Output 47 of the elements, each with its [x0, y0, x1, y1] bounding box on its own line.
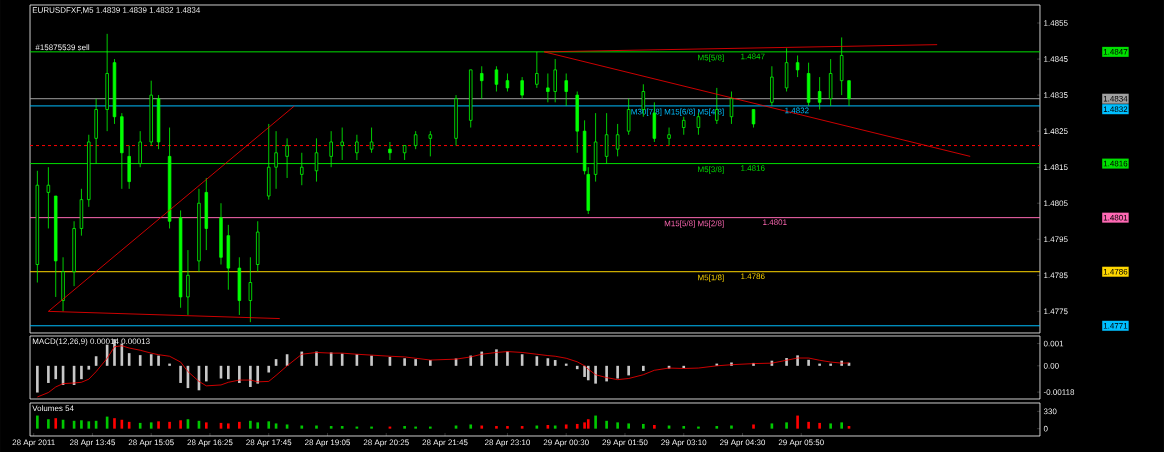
- x-tick-label: 28 Apr 15:05: [128, 439, 174, 447]
- x-tick-label: 29 Apr 04:30: [720, 439, 766, 447]
- y-tick-label: 330: [1043, 408, 1057, 415]
- ref-line-label: M5[5/8]: [698, 54, 724, 63]
- y-tick-label: 1.4815: [1044, 164, 1068, 171]
- y-tick-label: 1.4795: [1044, 236, 1068, 243]
- x-tick-label: 28 Apr 23:10: [484, 439, 531, 447]
- x-tick-label: 28 Apr 2011: [12, 439, 55, 447]
- chart-title: EURUSDFXF,M5 1.4839 1.4839 1.4832 1.4834: [32, 7, 201, 14]
- x-tick-label: 28 Apr 21:45: [422, 439, 468, 447]
- x-tick-label: 28 Apr 13:45: [69, 439, 116, 447]
- y-tick-label: 1.4855: [1044, 20, 1068, 26]
- text: 1.4816: [1103, 160, 1128, 167]
- y-tick-label: 1.4845: [1044, 56, 1068, 62]
- chart-title: Volumes 54: [32, 405, 74, 412]
- annotation: 1.4832: [785, 107, 809, 114]
- y-tick-label: 1.4835: [1044, 92, 1068, 98]
- x-tick-label: 29 Apr 00:30: [543, 439, 589, 447]
- text: 1.4771: [1103, 323, 1128, 329]
- text: 1.4801: [1103, 214, 1128, 221]
- y-tick-label: 1.4805: [1044, 200, 1068, 207]
- x-tick-label: 28 Apr 16:25: [187, 439, 233, 447]
- y-tick-label: -0.00118: [1043, 389, 1075, 395]
- y-tick-label: 0.00: [1043, 362, 1059, 369]
- annotation: 1.4816: [741, 165, 765, 171]
- y-tick-label: 1.4785: [1044, 272, 1068, 279]
- annotation: 1.4786: [741, 273, 765, 280]
- x-tick-label: 29 Apr 05:50: [778, 439, 824, 447]
- x-tick-label: 28 Apr 20:25: [363, 439, 409, 447]
- annotation: 1.4847: [741, 53, 765, 60]
- annotation: 1.4801: [763, 219, 787, 226]
- y-tick-label: 1.4825: [1044, 128, 1068, 134]
- x-tick-label: 28 Apr 17:45: [246, 439, 292, 447]
- ref-line-label: M5[3/8]: [698, 166, 724, 174]
- y-tick-label: 0: [1043, 425, 1048, 432]
- text: 1.4832: [1103, 106, 1128, 113]
- text: 1.4847: [1103, 49, 1128, 55]
- x-tick-label: 29 Apr 03:10: [661, 439, 707, 447]
- ref-line-label: M15[5/8] M5[2/8]: [664, 220, 724, 228]
- text: 1.4786: [1103, 268, 1128, 275]
- annotation: #15875539 sell: [35, 44, 90, 51]
- x-tick-label: 28 Apr 19:05: [305, 439, 351, 447]
- ref-line-label: M5[1/8]: [698, 274, 724, 282]
- x-tick-label: 29 Apr 01:50: [602, 439, 648, 447]
- y-tick-label: 1.4775: [1044, 308, 1068, 315]
- text: 1.4834: [1103, 95, 1128, 102]
- y-tick-label: 0.001: [1043, 340, 1064, 347]
